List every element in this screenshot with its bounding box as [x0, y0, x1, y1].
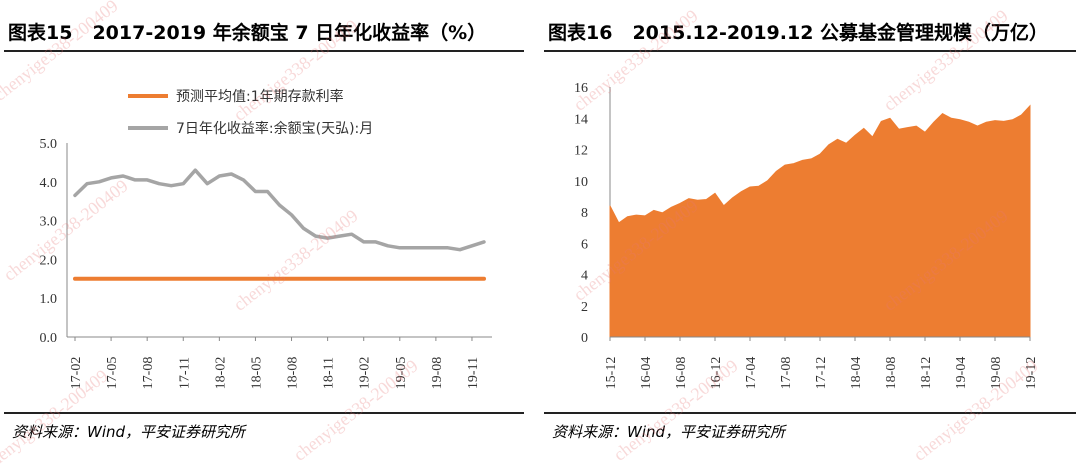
x-tick-label: 15-12 [604, 357, 619, 390]
x-tick-label: 17-08 [141, 357, 156, 390]
left-chart-title: 2017-2019 年余额宝 7 日年化收益率（%） [92, 22, 487, 44]
x-tick-label: 19-04 [954, 357, 969, 390]
x-tick-label: 17-04 [744, 357, 759, 390]
x-tick-label: 18-11 [322, 357, 337, 389]
x-tick-label: 19-11 [466, 357, 481, 389]
x-tick-label: 18-02 [213, 357, 228, 390]
y-tick-label: 5.0 [40, 137, 58, 152]
left-source-rule [4, 412, 524, 414]
x-tick-label: 18-05 [249, 357, 264, 390]
y-tick-label: 8 [581, 206, 588, 221]
y-tick-label: 16 [574, 81, 588, 96]
left-chart-panel: 图表15 2017-2019 年余额宝 7 日年化收益率（%） 预测平均值:1年期… [0, 0, 528, 453]
left-title-rule [4, 50, 524, 52]
right-chart-heading: 图表16 2015.12-2019.12 公募基金管理规模（万亿） [548, 18, 1048, 45]
left-chart-heading: 图表15 2017-2019 年余额宝 7 日年化收益率（%） [8, 18, 486, 45]
y-tick-label: 1.0 [40, 292, 58, 307]
y-tick-label: 6 [581, 237, 588, 252]
legend-label: 预测平均值:1年期存款利率 [176, 88, 344, 105]
y-tick-label: 4 [581, 269, 588, 284]
x-tick-label: 17-12 [814, 357, 829, 390]
x-tick-label: 18-08 [884, 357, 899, 390]
right-chart-title: 2015.12-2019.12 公募基金管理规模（万亿） [632, 22, 1049, 44]
x-tick-label: 18-12 [919, 357, 934, 390]
x-tick-label: 19-08 [989, 357, 1004, 390]
left-source-note: 资料来源：Wind，平安证券研究所 [12, 423, 246, 441]
legend-label: 7日年化收益率:余额宝(天弘):月 [176, 120, 373, 137]
yuebao-yield-line [73, 168, 486, 252]
right-source-rule [544, 412, 1076, 414]
x-tick-label: 19-02 [358, 357, 373, 390]
y-tick-label: 0 [581, 331, 588, 346]
x-tick-label: 17-08 [779, 357, 794, 390]
x-tick-label: 17-02 [69, 357, 84, 390]
left-figure-number: 图表15 [8, 22, 73, 44]
y-tick-label: 12 [574, 144, 588, 159]
right-chart-panel: 图表16 2015.12-2019.12 公募基金管理规模（万亿） 0 2 4 6 8 10… [540, 0, 1080, 453]
x-tick-label: 16-04 [639, 357, 654, 390]
x-tick-label: 18-04 [849, 357, 864, 390]
y-tick-label: 14 [574, 112, 588, 127]
x-tick-label: 17-11 [177, 357, 192, 389]
right-chart-svg: 0 2 4 6 8 10 12 14 16 15-12 16-04 16-08 16-12 17-04 17… [574, 81, 1039, 390]
y-tick-label: 2.0 [40, 253, 58, 268]
y-tick-label: 4.0 [40, 176, 58, 191]
x-tick-label: 19-12 [1024, 357, 1039, 390]
left-chart-svg: 预测平均值:1年期存款利率 7日年化收益率:余额宝(天弘):月 0.0 1.0 2.0 3… [40, 88, 492, 390]
y-tick-label: 2 [581, 300, 588, 315]
right-figure-number: 图表16 [548, 22, 613, 44]
y-tick-label: 10 [574, 175, 588, 190]
x-tick-label: 19-05 [394, 357, 409, 390]
y-tick-label: 3.0 [40, 215, 58, 230]
x-tick-label: 16-12 [709, 357, 724, 390]
fund-aum-area [609, 104, 1031, 338]
x-tick-label: 17-05 [105, 357, 120, 390]
right-title-rule [544, 50, 1076, 52]
x-tick-label: 18-08 [286, 357, 301, 390]
x-tick-label: 16-08 [674, 357, 689, 390]
y-tick-label: 0.0 [40, 331, 58, 346]
x-tick-label: 19-08 [430, 357, 445, 390]
right-source-note: 资料来源：Wind，平安证券研究所 [552, 423, 786, 441]
